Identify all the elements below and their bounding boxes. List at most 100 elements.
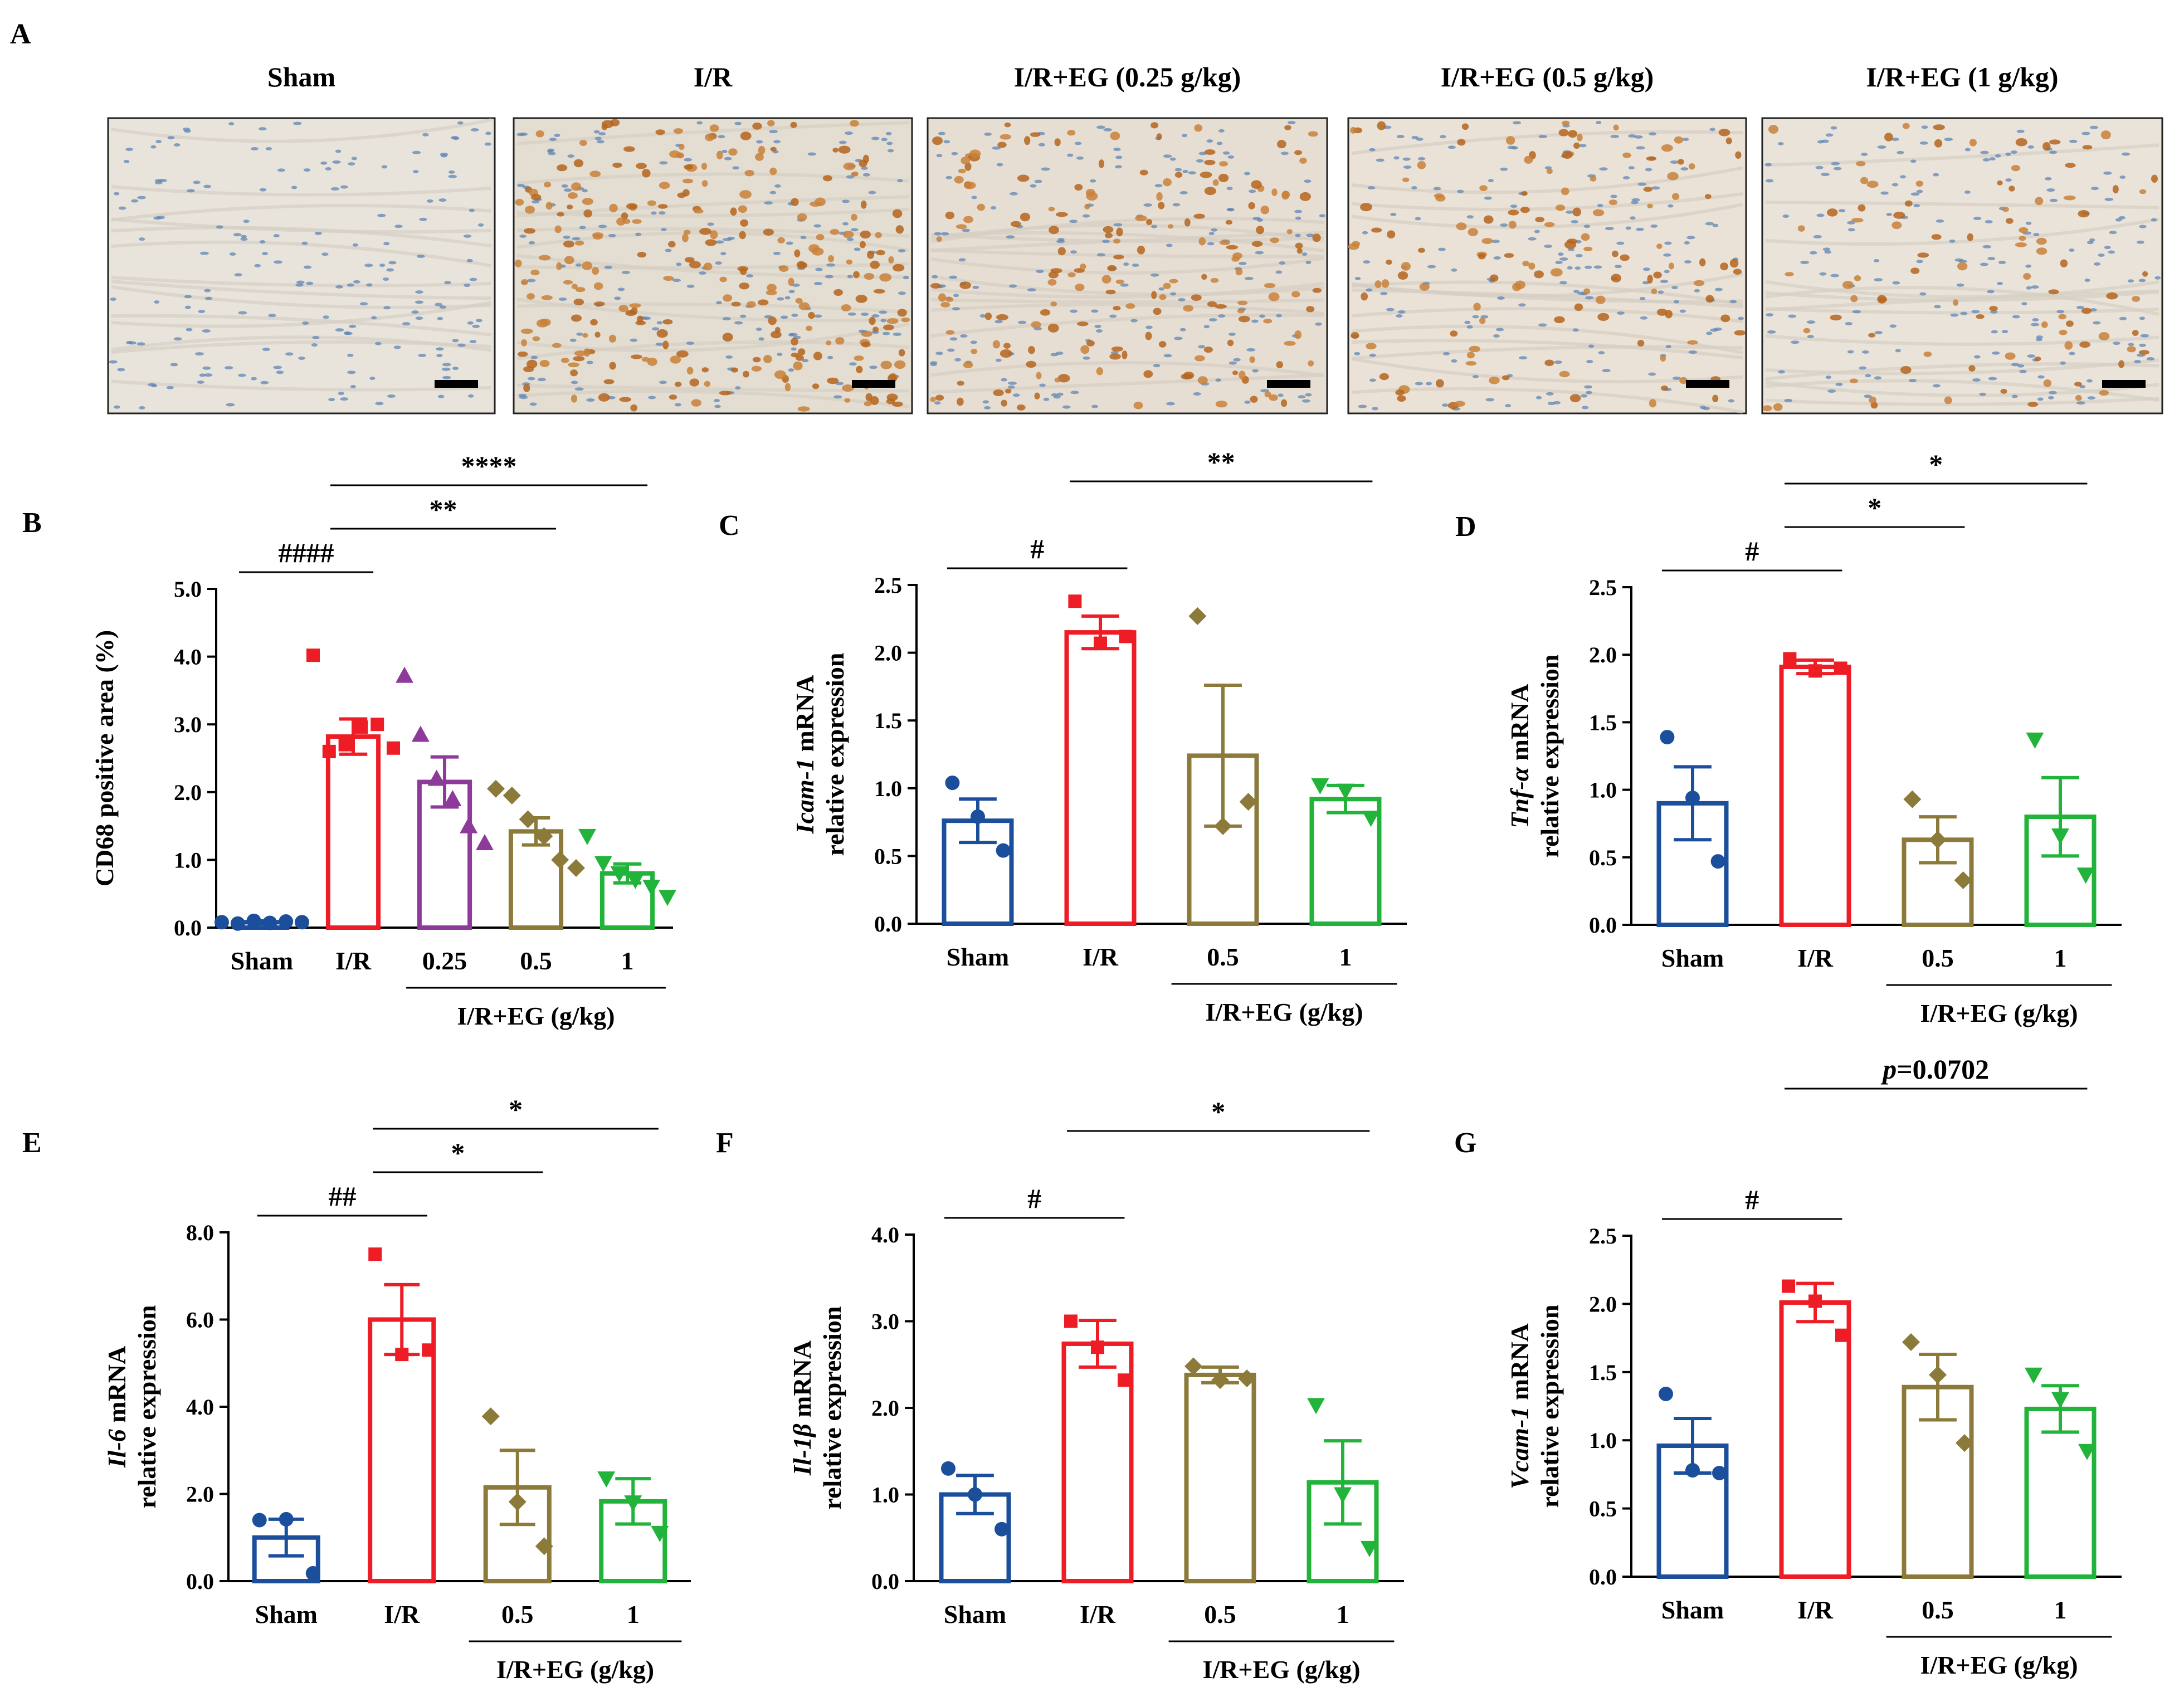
nucleus — [1163, 154, 1172, 158]
nucleus — [348, 162, 355, 166]
nucleus — [2090, 308, 2097, 312]
nucleus — [1847, 221, 1855, 225]
nucleus — [1664, 241, 1672, 245]
cd68-stained-cell — [705, 239, 717, 246]
cd68-stained-cell — [1656, 243, 1663, 250]
cd68-stained-cell — [609, 362, 616, 370]
nucleus — [1889, 324, 1897, 328]
nucleus — [1813, 235, 1822, 238]
nucleus — [472, 324, 480, 328]
cd68-stained-cell — [1210, 278, 1219, 283]
nucleus — [1288, 121, 1296, 125]
nucleus — [1617, 311, 1625, 315]
group-label: I/R+EG (g/kg) — [1205, 998, 1363, 1026]
data-point — [2025, 1367, 2042, 1384]
cd68-stained-cell — [2041, 321, 2048, 328]
nucleus — [530, 355, 538, 359]
nucleus — [537, 378, 546, 382]
nucleus — [1845, 321, 1852, 325]
nucleus — [1451, 268, 1457, 272]
nucleus — [1599, 167, 1608, 171]
y-tick-label: 5.0 — [174, 577, 202, 602]
significance-label-text: * — [509, 1094, 523, 1125]
cd68-stained-cell — [574, 350, 586, 357]
nucleus — [788, 368, 794, 372]
nucleus — [598, 225, 607, 228]
nucleus — [1822, 247, 1831, 251]
nucleus — [932, 275, 938, 279]
nucleus — [1043, 397, 1050, 401]
cd68-stained-cell — [957, 381, 964, 386]
cd68-stained-cell — [763, 355, 772, 363]
cd68-stained-cell — [777, 237, 785, 244]
y-axis-label-2: relative expression — [1535, 655, 1564, 858]
nucleus — [1188, 171, 1196, 175]
cd68-stained-cell — [1611, 274, 1622, 282]
nucleus — [204, 373, 213, 377]
cd68-stained-cell — [1263, 319, 1273, 324]
cd68-stained-cell — [1371, 227, 1382, 233]
nucleus — [173, 337, 182, 341]
y-axis-label-part: mRNA — [791, 675, 819, 758]
data-point — [1929, 1366, 1947, 1384]
nucleus — [651, 211, 657, 215]
cd68-stained-cell — [579, 140, 587, 146]
cd68-stained-cell — [1562, 151, 1573, 159]
nucleus — [2108, 250, 2115, 254]
cd68-stained-cell — [774, 370, 786, 379]
nucleus — [366, 283, 373, 287]
y-tick-label: 6.0 — [186, 1308, 214, 1333]
data-point — [262, 915, 277, 930]
nucleus — [1091, 309, 1099, 313]
cd68-stained-cell — [1086, 340, 1095, 347]
cd68-stained-cell — [879, 273, 891, 282]
cd68-stained-cell — [1030, 132, 1041, 137]
panel-letter-E: E — [22, 1127, 42, 1159]
nucleus — [251, 377, 257, 381]
nucleus — [958, 258, 966, 262]
nucleus — [949, 337, 958, 341]
data-point — [1068, 594, 1082, 608]
nucleus — [1544, 244, 1553, 248]
nucleus — [1987, 257, 1996, 261]
cd68-stained-cell — [1054, 138, 1061, 147]
nucleus — [119, 206, 126, 210]
y-tick-label: 1.5 — [874, 708, 902, 733]
nucleus — [1954, 258, 1963, 262]
nucleus — [2027, 354, 2036, 358]
nucleus — [784, 296, 791, 300]
nucleus — [306, 281, 314, 285]
cd68-stained-cell — [1080, 345, 1090, 354]
nucleus — [1493, 334, 1500, 338]
nucleus — [1847, 350, 1854, 354]
nucleus — [1228, 361, 1237, 365]
cd68-stained-cell — [1146, 218, 1153, 226]
cd68-stained-cell — [767, 120, 775, 126]
cd68-stained-cell — [593, 301, 605, 306]
cd68-stained-cell — [1934, 139, 1943, 148]
significance-label: ** — [430, 494, 457, 525]
nucleus — [197, 380, 204, 384]
nucleus — [1547, 402, 1556, 406]
nucleus — [563, 188, 572, 192]
cd68-stained-cell — [1048, 207, 1055, 212]
data-point — [659, 890, 676, 906]
nucleus — [1179, 328, 1186, 331]
nucleus — [1602, 369, 1611, 373]
cd68-stained-cell — [861, 342, 871, 348]
cd68-stained-cell — [2027, 402, 2039, 407]
tissue-fiber — [111, 185, 492, 197]
nucleus — [1182, 169, 1188, 173]
cd68-stained-cell — [573, 298, 584, 306]
cd68-stained-cell — [520, 328, 533, 334]
cd68-stained-cell — [1671, 193, 1680, 201]
nucleus — [193, 181, 201, 184]
data-point — [1362, 811, 1380, 827]
cd68-stained-cell — [573, 356, 585, 362]
nucleus — [1579, 144, 1587, 148]
nucleus — [1559, 257, 1568, 261]
cd68-stained-cell — [751, 365, 762, 372]
cd68-stained-cell — [2036, 237, 2047, 245]
